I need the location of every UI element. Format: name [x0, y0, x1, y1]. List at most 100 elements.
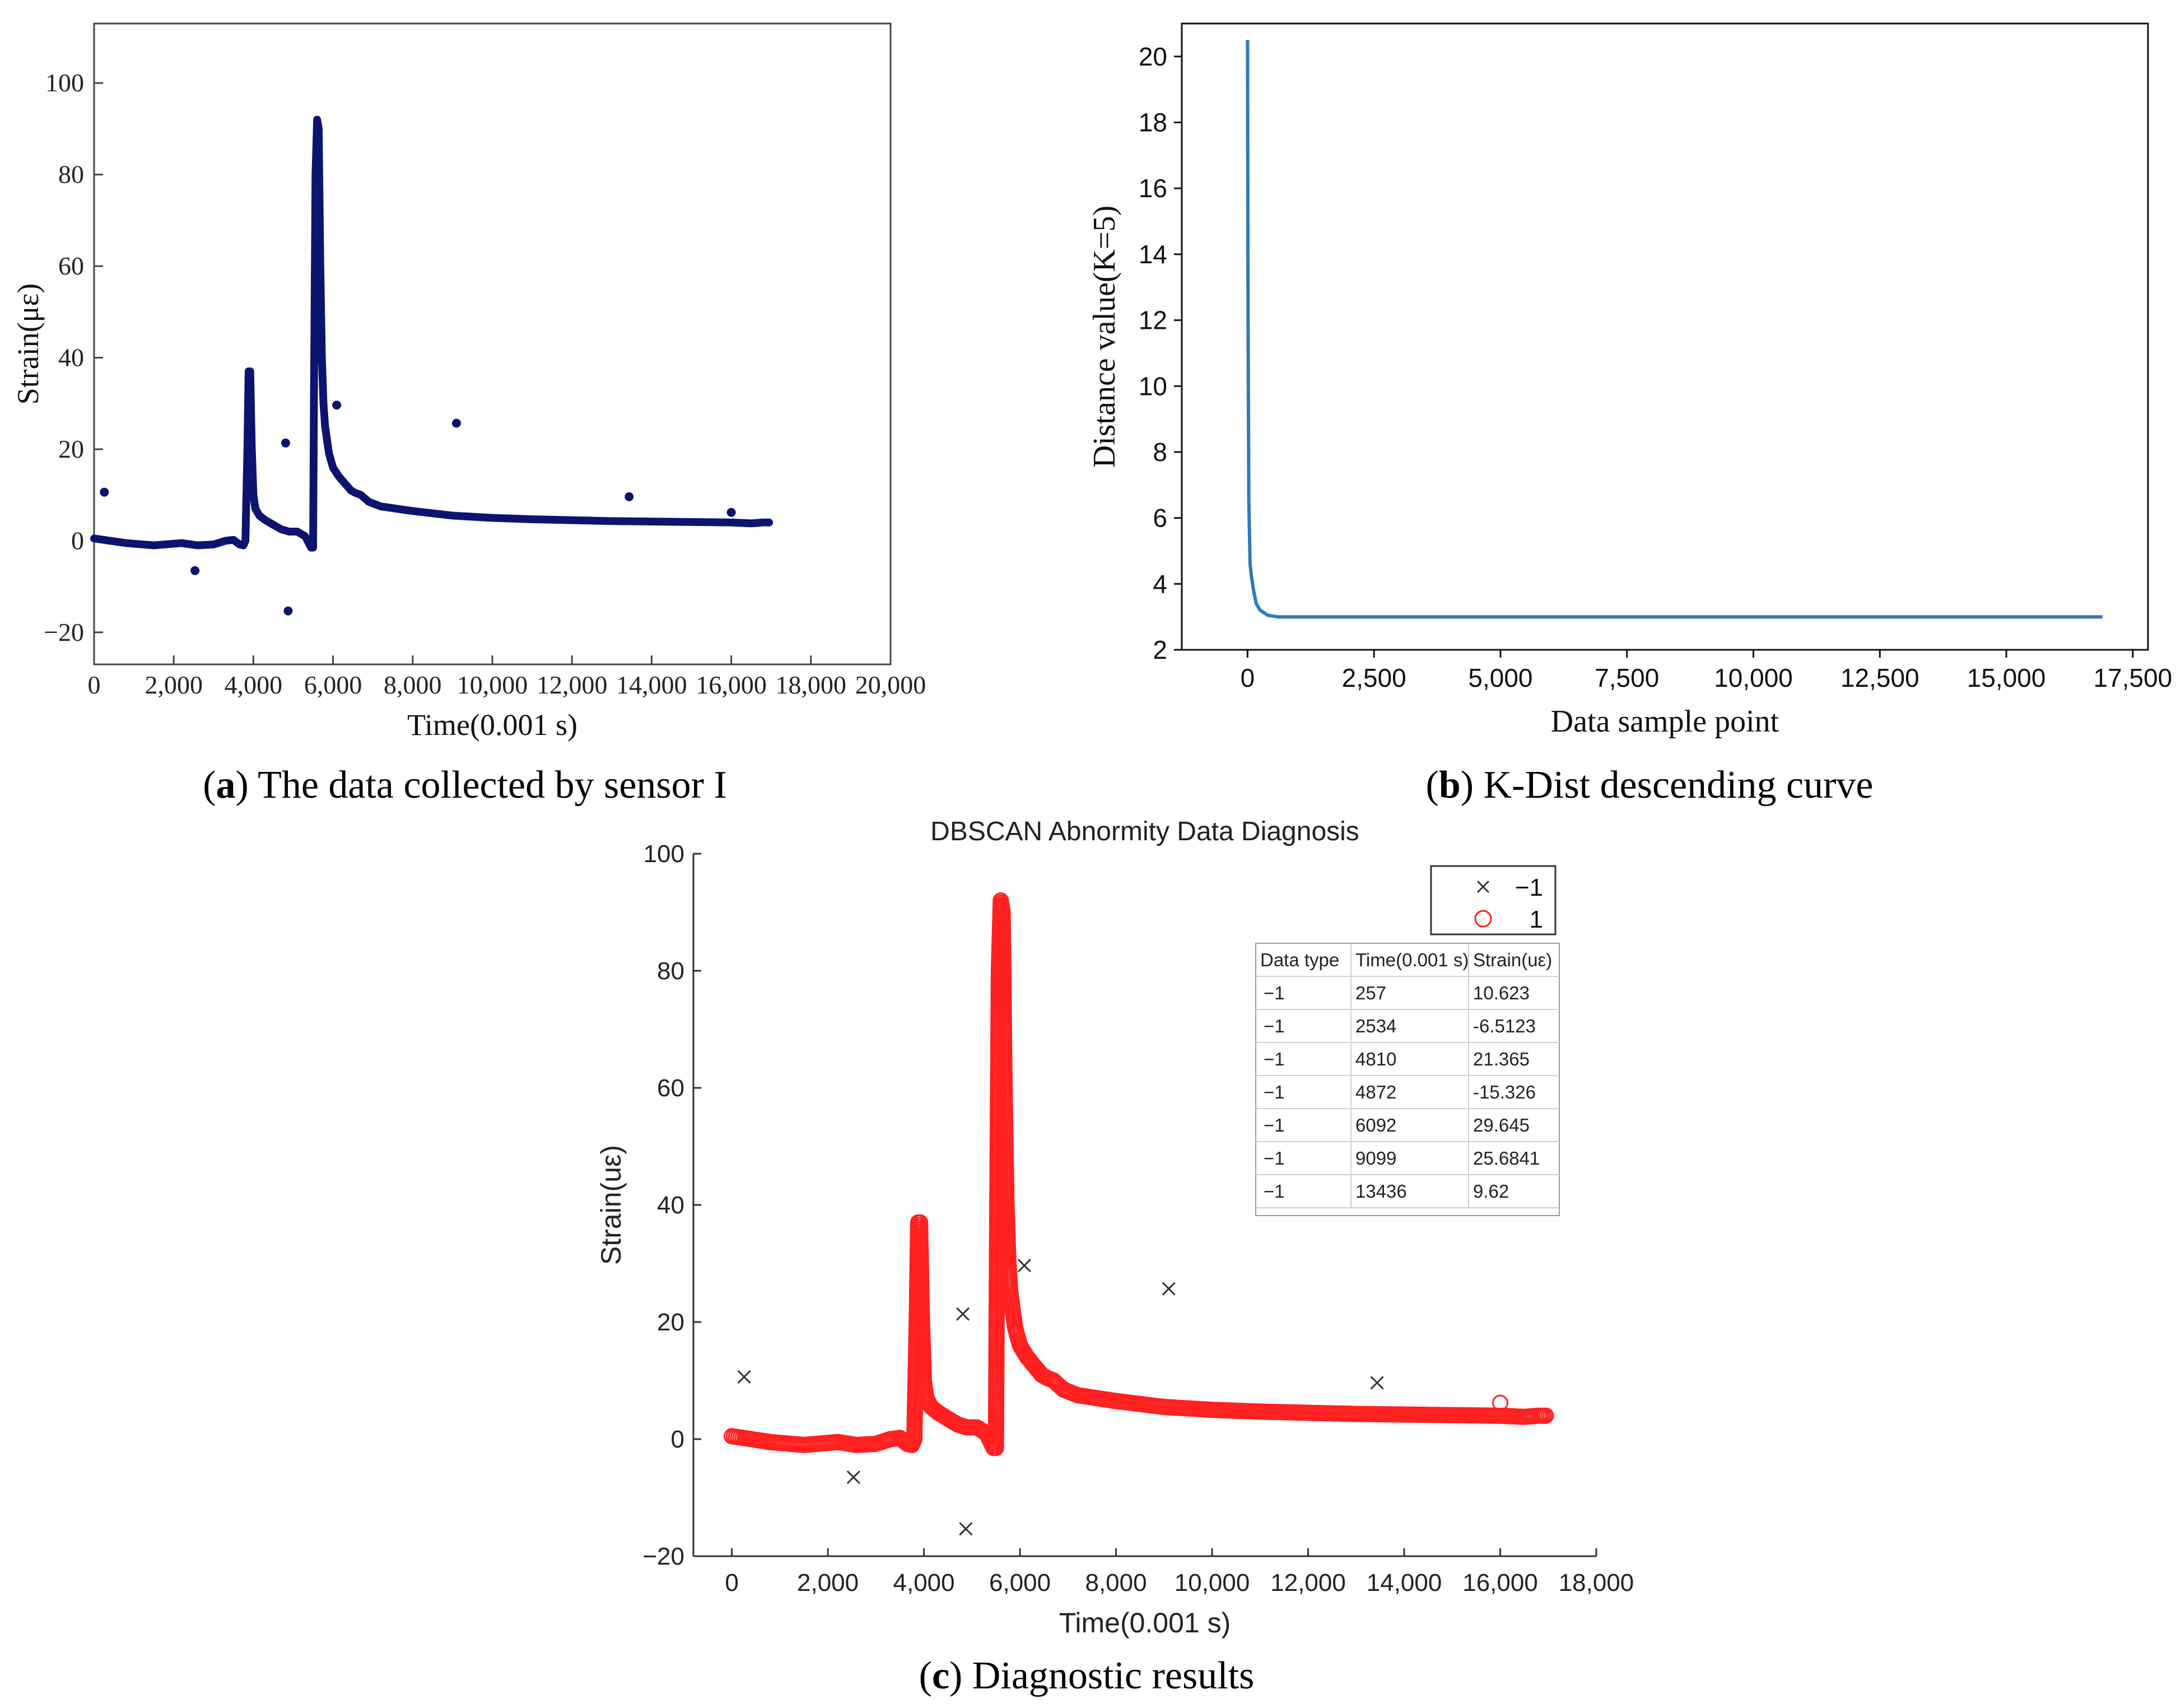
outlier-point — [332, 401, 342, 410]
x-tick-label: 8,000 — [1085, 1569, 1147, 1597]
caption-b-text: K-Dist descending curve — [1474, 764, 1873, 807]
y-tick-label: 0 — [671, 1426, 684, 1453]
table-header-cell: Strain(uε) — [1473, 950, 1552, 970]
y-tick-label: 18 — [1139, 108, 1167, 137]
x-tick-label: 12,000 — [537, 671, 608, 699]
table-cell: −1 — [1264, 1082, 1285, 1102]
caption-a: (a) The data collected by sensor I — [203, 764, 727, 807]
legend-x-marker — [1476, 880, 1490, 893]
legend-label: −1 — [1515, 874, 1543, 901]
x-tick-label: 10,000 — [1714, 663, 1793, 692]
caption-c-text: Diagnostic results — [962, 1654, 1254, 1697]
y-tick-label: 2 — [1153, 635, 1167, 664]
table-frame — [1255, 943, 1560, 1216]
outlier-point — [281, 438, 290, 448]
x-tick-label: 14,000 — [616, 671, 687, 699]
y-tick-label: 60 — [58, 252, 84, 280]
panel-a: 0 2,000 4,000 6,000 8,000 10,000 12,000 14,000 1… — [11, 22, 926, 742]
y-tick-label: 20 — [657, 1309, 684, 1336]
kdist-line — [1246, 40, 2103, 619]
table-cell: 2534 — [1355, 1016, 1396, 1036]
outlier-point — [625, 492, 634, 501]
data-point — [765, 518, 773, 527]
outlier-point — [100, 487, 109, 497]
x-tick-label: 16,000 — [696, 671, 767, 699]
table-cell: 4810 — [1355, 1049, 1396, 1069]
normal-point — [1492, 1394, 1509, 1411]
x-tick-label: 2,000 — [145, 671, 203, 699]
plot-frame — [1181, 22, 2149, 651]
y-tick-label: 40 — [58, 343, 84, 372]
x-axis-label: Time(0.001 s) — [407, 708, 577, 742]
x-tick-label: 10,000 — [457, 671, 528, 699]
y-tick-label: 0 — [71, 526, 84, 555]
outlier-point — [451, 418, 461, 428]
normal-point — [1537, 1407, 1554, 1424]
y-tick-label: 100 — [644, 840, 684, 868]
caption-b: (b) K-Dist descending curve — [1426, 764, 1874, 807]
caption-c-letter: c — [932, 1654, 949, 1697]
x-tick-label: 6,000 — [304, 671, 362, 699]
y-tick-label: 60 — [657, 1074, 684, 1102]
outlier-point — [726, 508, 736, 517]
y-tick-label: 20 — [1139, 42, 1167, 71]
caption-a-letter: a — [216, 764, 236, 807]
x-tick-label: 15,000 — [1967, 663, 2046, 692]
table-cell: 29.645 — [1473, 1115, 1530, 1135]
y-tick-label: 16 — [1139, 174, 1167, 203]
table-header-cell: Data type — [1260, 950, 1339, 970]
outlier-x-marker — [846, 1470, 860, 1484]
outlier-x-marker — [959, 1522, 973, 1536]
table-cell: −1 — [1264, 1181, 1285, 1202]
outlier-point — [190, 566, 200, 575]
table-header-cell: Time(0.001 s) — [1355, 950, 1469, 970]
x-tick-label: 7,500 — [1595, 663, 1659, 692]
table-cell: −1 — [1264, 1049, 1285, 1069]
y-tick-label: −20 — [44, 618, 84, 646]
outlier-point — [283, 606, 293, 616]
y-tick-label: 80 — [657, 957, 684, 985]
x-tick-label: 14,000 — [1367, 1569, 1442, 1597]
caption-c: (c) Diagnostic results — [919, 1654, 1255, 1697]
x-tick-label: 16,000 — [1462, 1569, 1538, 1597]
y-tick-label: 4 — [1153, 569, 1167, 598]
y-tick-label: 20 — [58, 435, 84, 463]
caption-b-letter: b — [1439, 764, 1461, 807]
x-tick-label: 12,000 — [1270, 1569, 1346, 1597]
outlier-x-marker — [1017, 1259, 1032, 1273]
table-cell: 9.62 — [1473, 1181, 1509, 1202]
x-tick-label: 10,000 — [1175, 1569, 1250, 1597]
x-tick-label: 12,500 — [1840, 663, 1919, 692]
table-cell: 21.365 — [1473, 1049, 1530, 1069]
data-table: Data type Time(0.001 s) Strain(uε) −1 257 10.… — [1255, 943, 1560, 1216]
x-tick-label: 17,500 — [2094, 663, 2173, 692]
x-axis-label: Time(0.001 s) — [1059, 1607, 1231, 1639]
legend-box — [1430, 865, 1556, 936]
y-tick-label: 6 — [1153, 504, 1167, 533]
y-tick-label: 40 — [657, 1192, 684, 1219]
legend-label: 1 — [1530, 906, 1543, 933]
outlier-x-marker — [737, 1370, 751, 1384]
x-tick-label: 0 — [725, 1569, 738, 1597]
table-cell: 25.6841 — [1473, 1148, 1540, 1169]
caption-a-text: The data collected by sensor I — [249, 764, 727, 807]
chart-title: DBSCAN Abnormity Data Diagnosis — [930, 817, 1359, 846]
y-tick-label: 12 — [1139, 306, 1167, 335]
x-tick-label: 0 — [1241, 663, 1255, 692]
table-cell: −1 — [1264, 1115, 1285, 1135]
x-tick-label: 2,000 — [797, 1569, 859, 1597]
y-axis-label: Strain(με) — [11, 283, 45, 405]
outlier-x-marker — [956, 1307, 970, 1321]
x-tick-label: 18,000 — [776, 671, 847, 699]
legend: −11 — [1430, 865, 1556, 936]
y-tick-label: 14 — [1139, 240, 1167, 269]
y-tick-label: 100 — [45, 68, 84, 97]
x-tick-label: 0 — [88, 671, 101, 699]
y-axis-label: Strain(uε) — [595, 1145, 627, 1265]
y-tick-label: −20 — [642, 1543, 684, 1570]
x-tick-label: 18,000 — [1559, 1569, 1634, 1597]
x-tick-label: 5,000 — [1468, 663, 1532, 692]
table-cell: 13436 — [1355, 1181, 1407, 1202]
